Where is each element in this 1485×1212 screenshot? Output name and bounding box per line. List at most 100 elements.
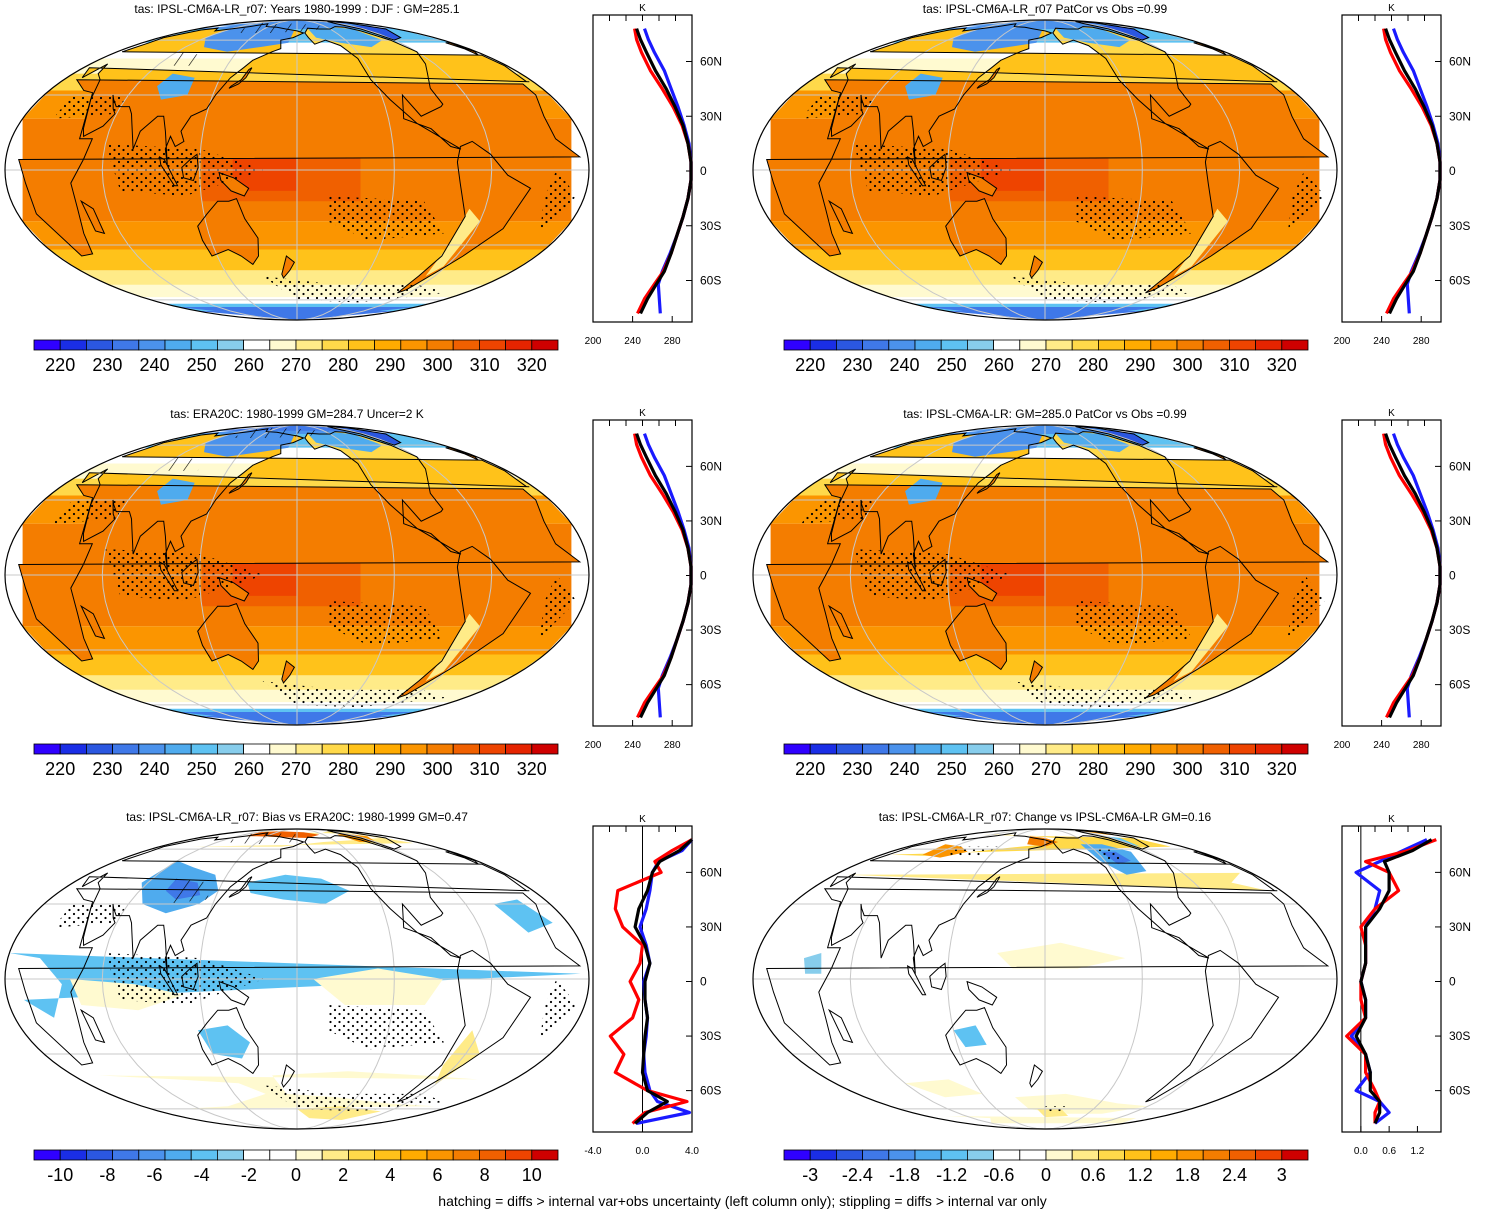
colorbar-tick-label: 6: [432, 1165, 442, 1185]
colorbar-swatch: [426, 1149, 454, 1161]
colorbar-swatch: [967, 339, 995, 351]
island-new-zealand-outline: [281, 1064, 296, 1088]
profile-y-tick-label: 60N: [1449, 55, 1471, 69]
map-border: [752, 828, 1338, 1130]
colorbar-swatch: [1045, 743, 1073, 755]
colorbar-swatch: [478, 1149, 506, 1161]
colorbar-tick-label: 310: [1220, 355, 1250, 375]
profile-series-black: [1354, 838, 1433, 1125]
continent-eurasia-fill: [830, 23, 1278, 165]
graticule-meridian: [947, 425, 1046, 725]
colorbar-tick-label: 240: [139, 355, 169, 375]
panel-title: tas: IPSL-CM6A-LR_r07: Years 1980-1999 :…: [134, 2, 459, 16]
map-obs-pattern: [753, 20, 1337, 320]
hatching-region: [163, 878, 210, 904]
colorbar-swatch: [59, 1149, 87, 1161]
colorbar-swatch: [531, 339, 559, 351]
graticule-meridian: [947, 829, 1046, 1129]
island-japan-outline: [228, 472, 253, 494]
continent-south-america-outline: [1145, 949, 1280, 1103]
map-border: [752, 424, 1338, 726]
profile-y-tick-label: 0: [700, 569, 707, 583]
colorbar-swatch: [836, 743, 864, 755]
panel-change: tas: IPSL-CM6A-LR_r07: Change vs IPSL-CM…: [752, 810, 1471, 1185]
island-new-guinea-outline: [218, 576, 250, 602]
colorbar-swatch: [1098, 1149, 1126, 1161]
colorbar-swatch: [1281, 743, 1309, 755]
stippling-region: [539, 170, 577, 234]
continent-africa-fill: [18, 79, 580, 256]
colorbar-swatch: [86, 743, 114, 755]
continent-australia-fill: [945, 198, 1007, 265]
colorbar-swatch: [993, 743, 1021, 755]
profile-x-tick-label: 0.0: [1354, 1146, 1368, 1157]
profile-y-tick-label: 60S: [1449, 1084, 1470, 1098]
profile-y-tick-label: 30N: [1449, 514, 1471, 528]
graticule: [753, 829, 1337, 1129]
graticule: [753, 425, 1337, 725]
continent-eurasia-fill: [82, 23, 530, 165]
island-sumatra-outline: [158, 155, 179, 187]
panel-title: tas: IPSL-CM6A-LR_r07: Bias vs ERA20C: 1…: [126, 810, 468, 824]
colorbar-swatch: [914, 743, 942, 755]
colorbar-swatch: [940, 743, 968, 755]
colorbar-tick-label: -10: [47, 1165, 73, 1185]
colorbar-tick-label: 250: [937, 759, 967, 779]
colorbar-swatch: [1229, 743, 1257, 755]
colorbar-swatch: [505, 339, 533, 351]
colorbar-swatch: [1176, 339, 1204, 351]
colorbar-swatch: [862, 743, 890, 755]
continent-australia-outline: [197, 1006, 260, 1075]
island-japan-outline: [228, 876, 253, 898]
colorbar-swatch: [1176, 1149, 1204, 1161]
island-new-zealand-outline: [281, 255, 296, 279]
profile-y-tick-label: 30S: [700, 623, 721, 637]
continent-south-america-outline: [1145, 140, 1280, 294]
continent-africa-outline: [18, 888, 582, 1066]
continent-australia-fill: [197, 603, 259, 670]
island-borneo-outline: [181, 558, 199, 587]
map-border: [4, 19, 590, 321]
colorbar-swatch: [164, 339, 192, 351]
colorbar-tick-label: -2: [241, 1165, 257, 1185]
graticule-meridian: [199, 829, 298, 1129]
continent-africa-outline: [766, 888, 1330, 1066]
colorbar-tick-label: 280: [328, 355, 358, 375]
map-ensemble-climatology: [753, 425, 1337, 725]
colorbar-swatch: [1150, 1149, 1178, 1161]
colorbar-swatch: [1019, 743, 1047, 755]
island-new-guinea-outline: [966, 980, 998, 1006]
colorbar-swatch: [809, 1149, 837, 1161]
profile-y-tick-label: 60S: [700, 678, 721, 692]
colorbar-tick-label: 8: [480, 1165, 490, 1185]
colorbar-swatch: [243, 339, 271, 351]
colorbar-tick-label: -6: [147, 1165, 163, 1185]
stippling-region: [53, 95, 129, 119]
colorbar-swatch: [112, 743, 140, 755]
bias-anomaly-region: [313, 968, 443, 1005]
change-anomaly-region: [946, 1116, 1137, 1124]
continent-eurasia-outline: [81, 832, 530, 974]
profile-y-tick-label: 60S: [1449, 274, 1470, 288]
continent-greenland-outline: [327, 21, 402, 41]
colorbar-tick-label: 260: [234, 355, 264, 375]
stippling-region: [262, 681, 446, 708]
colorbar-swatch: [1255, 339, 1283, 351]
colorbar-swatch: [190, 339, 218, 351]
colorbar-tick-label: -1.8: [889, 1165, 920, 1185]
map-change: [753, 829, 1337, 1129]
island-madagascar-outline: [828, 199, 854, 235]
colorbar-tick-label: 230: [842, 355, 872, 375]
colorbar-tick-label: 300: [422, 759, 452, 779]
colorbar-tick-label: 220: [45, 759, 75, 779]
graticule-meridian: [1044, 829, 1143, 1129]
colorbar-swatch: [993, 339, 1021, 351]
colorbar-tick-label: 260: [234, 759, 264, 779]
island-new-zealand-outline: [1029, 1064, 1044, 1088]
profile-series-black: [635, 433, 693, 719]
profile-frame: [592, 14, 693, 323]
profile-y-tick-label: 30S: [1449, 1029, 1470, 1043]
colorbar-swatch: [1229, 339, 1257, 351]
colorbar-tick-label: 290: [1125, 759, 1155, 779]
